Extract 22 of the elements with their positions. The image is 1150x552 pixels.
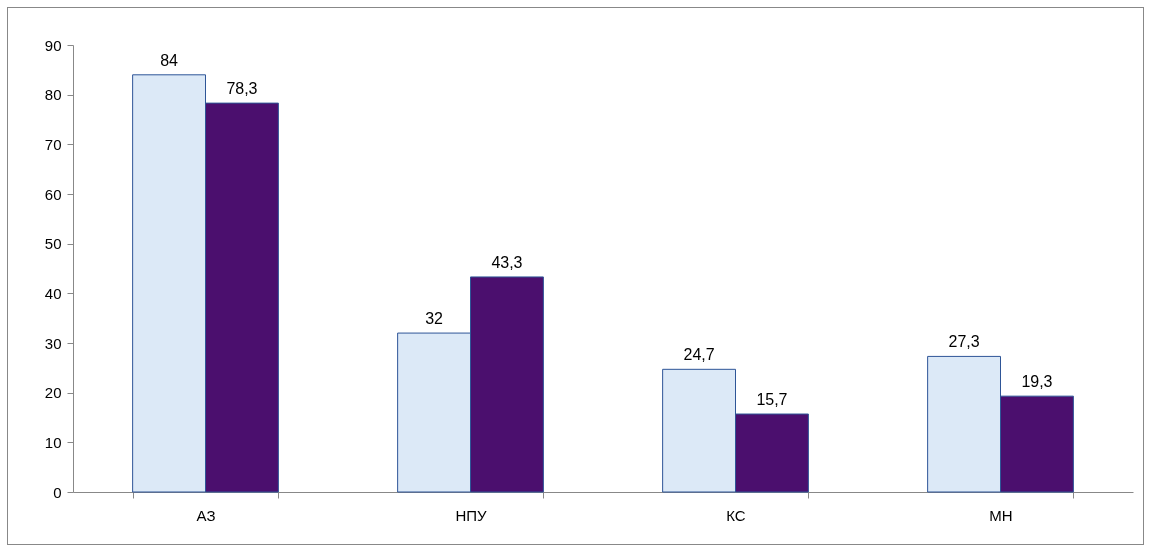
y-tick-label: 60 [44,185,62,203]
y-tick-label: 10 [44,433,62,451]
y-tick-label: 70 [44,135,62,153]
data-label: 43,3 [491,253,523,271]
y-tick-label: 80 [44,86,62,104]
y-tick-label: 90 [44,36,62,54]
y-tick-label: 30 [44,334,62,352]
x-tick-label: МН [989,506,1013,524]
data-label: 27,3 [948,333,980,351]
data-label: 15,7 [756,391,788,409]
data-label: 19,3 [1021,373,1053,391]
y-tick-label: 20 [44,384,62,402]
x-tick-label: НПУ [455,506,488,524]
y-tick-label: 40 [44,284,62,302]
x-tick-label: КС [726,506,746,524]
data-label: 24,7 [683,346,715,364]
data-label: 84 [160,51,179,69]
y-tick-label: 50 [44,235,62,253]
data-label: 78,3 [226,80,258,98]
x-tick-label: АЗ [196,506,216,524]
y-tick-label: 0 [53,483,62,501]
data-label: 32 [425,310,444,328]
